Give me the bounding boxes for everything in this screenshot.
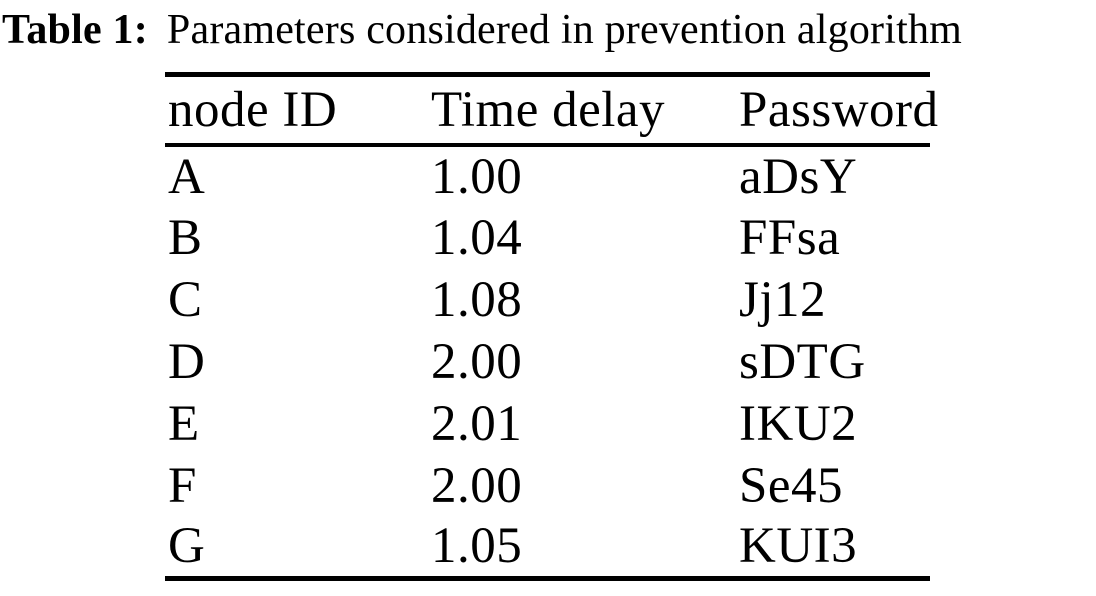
cell-time-delay: 1.05 <box>431 518 523 575</box>
table-row: E 2.01 IKU2 <box>165 393 930 455</box>
cell-password: Se45 <box>739 457 843 514</box>
cell-node-id: B <box>168 209 203 266</box>
cell-node-id: A <box>168 148 206 205</box>
table-caption: Table 1: Parameters considered in prevent… <box>0 0 1096 60</box>
cell-time-delay: 1.00 <box>431 148 523 205</box>
column-header-time-delay: Time delay <box>431 74 739 147</box>
cell-password: FFsa <box>739 209 841 266</box>
table-caption-label: Table 1: <box>2 7 148 53</box>
cell-password: IKU2 <box>739 395 858 452</box>
cell-time-delay: 2.00 <box>431 333 523 390</box>
cell-node-id: D <box>168 333 206 390</box>
cell-node-id: E <box>168 395 200 452</box>
cell-password: KUI3 <box>739 518 858 575</box>
table-caption-text: Parameters considered in prevention algo… <box>166 7 963 53</box>
cell-password: aDsY <box>739 148 858 205</box>
cell-time-delay: 1.04 <box>431 209 523 266</box>
cell-password: sDTG <box>739 333 866 390</box>
table-row: B 1.04 FFsa <box>165 207 930 269</box>
table-row: A 1.00 aDsY <box>165 145 930 207</box>
column-header-node-id: node ID <box>165 74 431 147</box>
cell-time-delay: 1.08 <box>431 271 523 328</box>
table-row: F 2.00 Se45 <box>165 455 930 517</box>
cell-node-id: C <box>168 271 203 328</box>
cell-time-delay: 2.00 <box>431 457 523 514</box>
cell-node-id: F <box>168 457 197 514</box>
column-header-password: Password <box>739 74 938 147</box>
header-row: node ID Time delay Password <box>165 74 938 147</box>
table-row: C 1.08 Jj12 <box>165 269 930 331</box>
cell-time-delay: 2.01 <box>431 395 523 452</box>
table-row: D 2.00 sDTG <box>165 331 930 393</box>
cell-node-id: G <box>168 518 206 575</box>
cell-password: Jj12 <box>739 271 827 328</box>
table-row: G 1.05 KUI3 <box>165 517 930 579</box>
parameters-table: node ID Time delay Password A 1.00 aDsY … <box>165 72 938 581</box>
